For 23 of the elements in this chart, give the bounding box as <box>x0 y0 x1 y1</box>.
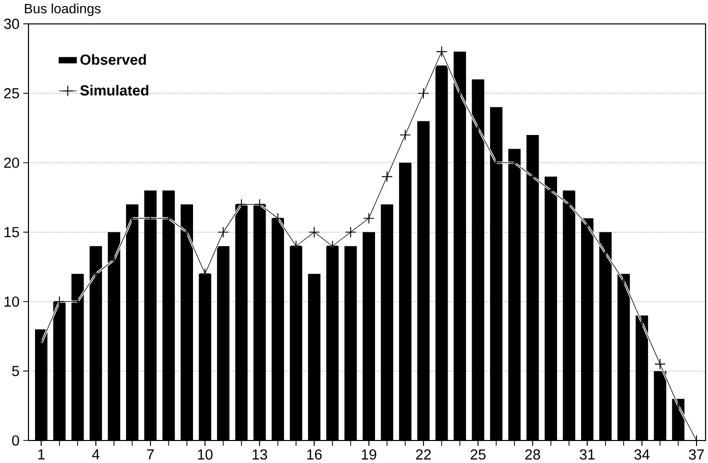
y-tick-label: 25 <box>4 88 20 98</box>
y-tick-label: 5 <box>12 366 20 376</box>
legend-label: Observed <box>80 54 146 65</box>
x-tick-label: 10 <box>198 449 213 460</box>
x-tick-label: 16 <box>307 449 322 460</box>
x-tick-label: 22 <box>416 449 431 460</box>
x-tick-label: 28 <box>525 449 540 460</box>
x-tick-label: 31 <box>580 449 595 460</box>
x-tick-label: 1 <box>38 449 45 460</box>
y-tick-label: 15 <box>4 227 20 238</box>
y-tick-label: 20 <box>4 158 20 168</box>
legend-label: Simulated <box>80 84 148 96</box>
y-tick-label: 30 <box>4 18 20 29</box>
x-tick-label: 4 <box>92 449 100 460</box>
x-tick-label: 37 <box>688 449 704 460</box>
x-tick-label: 13 <box>252 449 268 460</box>
y-axis-title: Bus loadings <box>24 3 101 16</box>
x-tick-label: 7 <box>147 449 154 460</box>
x-tick-label: 19 <box>362 449 376 460</box>
y-tick-label: 10 <box>4 296 20 307</box>
y-tick-label: 0 <box>12 435 20 446</box>
x-tick-label: 25 <box>470 449 486 460</box>
x-tick-label: 34 <box>634 449 650 460</box>
